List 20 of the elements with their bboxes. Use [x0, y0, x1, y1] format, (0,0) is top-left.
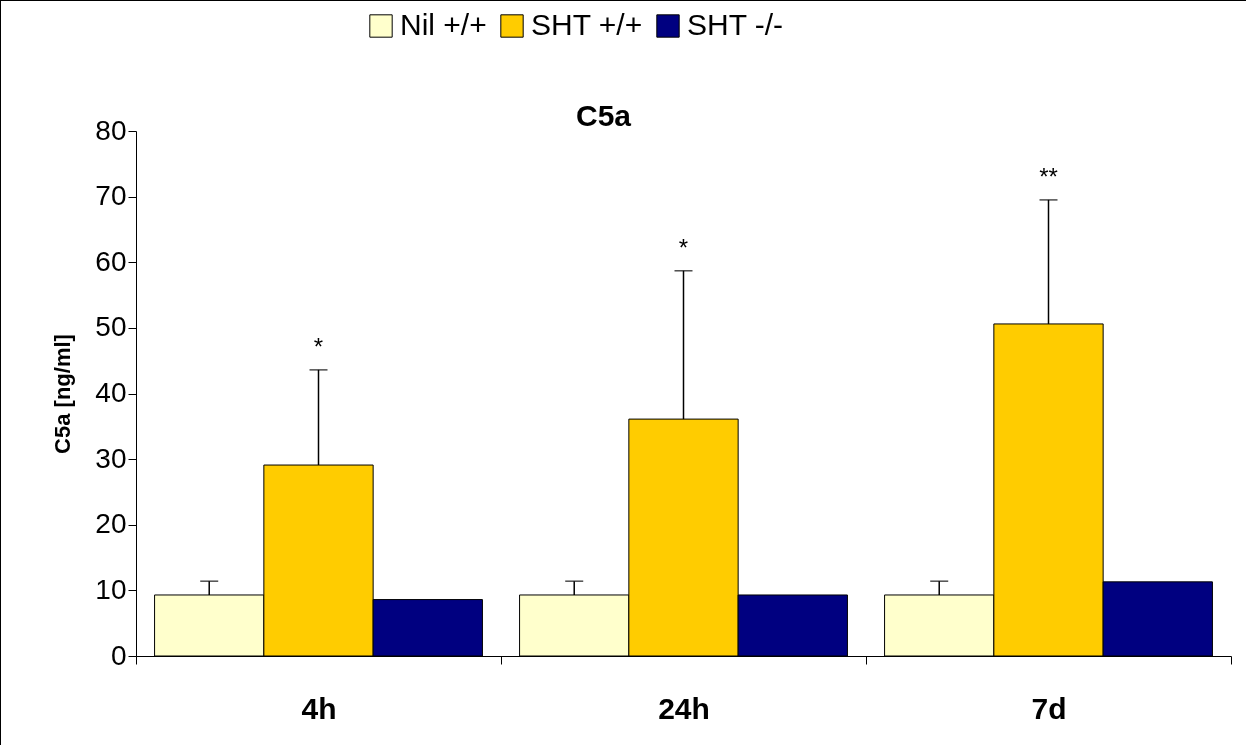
- y-tick-label: 0: [110, 639, 127, 671]
- y-tick-label: 70: [95, 180, 127, 212]
- y-tick-label: 40: [95, 377, 127, 408]
- y-tick-label: 80: [95, 114, 127, 146]
- y-axis-title: C5a [ng/ml]: [50, 334, 76, 454]
- legend-label: SHT +/+: [531, 8, 643, 41]
- y-tick-label: 50: [95, 311, 127, 343]
- y-tick-label: 10: [95, 573, 127, 605]
- y-tick-label: 30: [95, 442, 127, 474]
- y-tick-label: 60: [95, 245, 127, 277]
- annotation: *: [313, 332, 324, 360]
- chart-title: C5a: [575, 99, 632, 132]
- x-tick-label: 24h: [658, 691, 710, 725]
- annotation: *: [678, 233, 689, 261]
- x-tick-label: 7d: [1031, 691, 1067, 725]
- x-tick-label: 4h: [301, 691, 337, 725]
- legend-label: Nil +/+: [400, 8, 487, 41]
- y-tick-label: 20: [95, 508, 127, 540]
- annotation: **: [1039, 162, 1058, 190]
- legend-label: SHT -/-: [687, 8, 784, 41]
